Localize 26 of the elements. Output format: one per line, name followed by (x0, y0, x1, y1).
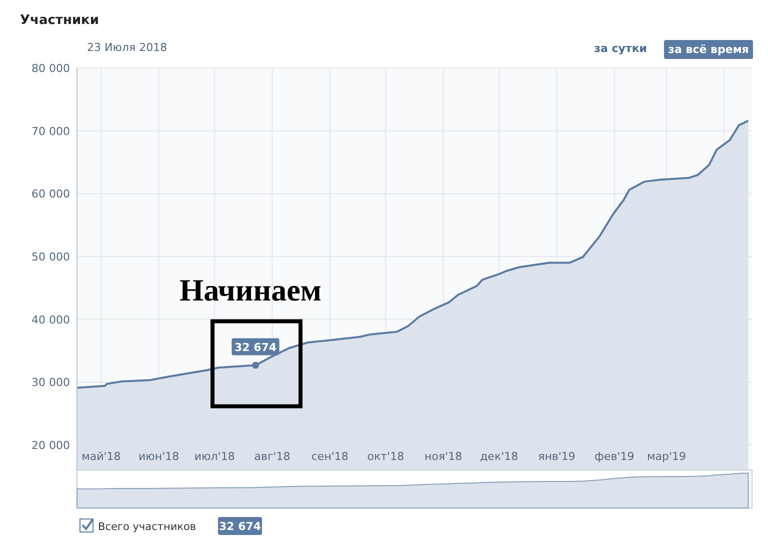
y-tick-label: 30 000 (32, 376, 70, 390)
y-tick-label: 70 000 (32, 124, 70, 138)
x-tick-label: дек'18 (480, 450, 518, 463)
x-tick-label: июн'18 (138, 450, 180, 463)
x-tick-label: мар'19 (646, 450, 686, 463)
annotation: 32 674 (234, 340, 277, 354)
x-tick-label: июл'18 (194, 450, 235, 463)
text: 32 674 (218, 520, 262, 533)
chart-subtitle: 23 Июля 2018 (87, 41, 168, 54)
x-tick-label: фев'19 (594, 450, 634, 463)
y-tick-label: 60 000 (32, 188, 70, 201)
y-tick-label: 40 000 (32, 313, 70, 326)
x-tick-label: ноя'18 (424, 450, 462, 463)
x-tick-label: янв'19 (538, 450, 576, 463)
text: за всё время (668, 43, 749, 56)
chart-title: Участники (20, 13, 99, 28)
x-tick-label: окт'18 (367, 450, 404, 463)
x-tick-label: сен'18 (311, 450, 348, 463)
annotation: Начинаем (180, 272, 322, 308)
y-tick-label: 80 000 (32, 62, 70, 75)
text: за сутки (594, 42, 647, 55)
x-tick-label: май'18 (82, 450, 121, 463)
y-tick-label: 20 000 (32, 438, 70, 452)
legend-label: Всего участников (98, 521, 196, 533)
y-tick-label: 50 000 (32, 250, 70, 264)
x-tick-label: авг'18 (254, 450, 290, 463)
